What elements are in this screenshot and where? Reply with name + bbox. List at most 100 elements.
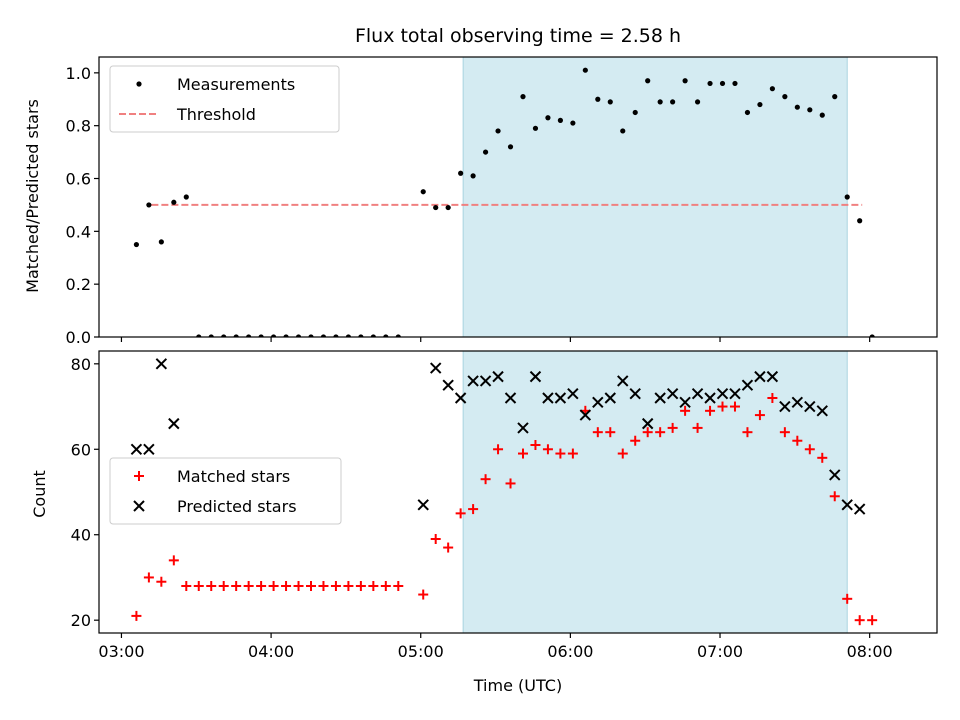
- matched-star-point: [318, 581, 329, 591]
- matched-star-point: [443, 542, 454, 553]
- matched-star-point: [854, 615, 865, 626]
- legend-entry: Matched stars: [134, 467, 290, 486]
- y-tick-label: 1.0: [66, 64, 91, 83]
- observing-window-shade: [462, 351, 848, 633]
- matched-star-point: [418, 589, 429, 600]
- legend-entry: Predicted stars: [133, 497, 297, 516]
- x-tick-label: 06:00: [547, 642, 593, 661]
- matched-star-point: [642, 427, 653, 438]
- matched-star-point: [430, 534, 441, 544]
- measurement-point: [757, 101, 763, 108]
- measurement-point: [732, 80, 738, 87]
- matched-star-point: [293, 581, 304, 591]
- measurement-point: [657, 99, 663, 105]
- predicted-star-point: [729, 388, 741, 400]
- matched-star-point: [256, 581, 267, 591]
- measurement-point: [233, 334, 239, 337]
- measurement-point: [869, 334, 875, 337]
- measurement-point: [819, 112, 825, 118]
- matched-star-point: [555, 448, 566, 459]
- y-tick-label: 0.2: [66, 275, 91, 294]
- predicted-star-point: [429, 362, 442, 374]
- matched-star-point: [742, 427, 753, 438]
- predicted-star-point: [829, 469, 841, 481]
- measurement-point: [707, 80, 713, 87]
- plot-area: [130, 351, 878, 633]
- matched-star-point: [305, 581, 316, 591]
- measurement-point: [595, 96, 601, 102]
- predicted-star-point: [629, 388, 641, 400]
- predicted-star-point: [804, 400, 816, 413]
- measurement-point: [744, 109, 751, 116]
- legend-entry: Measurements: [136, 75, 295, 94]
- measurement-point: [308, 334, 314, 337]
- bottom-panel: 20 40 60 80 03:00 04:00 05:00 06:00 07:00 08:00 Ma…: [71, 350, 938, 661]
- matched-star-point: [692, 422, 703, 433]
- predicted-star-point: [791, 396, 804, 408]
- measurement-point: [520, 94, 526, 100]
- bottom-legend: Matched stars Predicted stars: [109, 457, 342, 525]
- top-panel: 0.0 0.2 0.4 0.6 0.8 1.0 Measurements Threshold: [66, 56, 938, 347]
- matched-star-point: [804, 444, 815, 455]
- matched-star-point: [517, 448, 528, 459]
- axes-frame: [98, 350, 938, 634]
- predicted-star-point: [704, 392, 716, 404]
- measurement-point: [333, 334, 339, 337]
- measurement-point: [557, 117, 563, 123]
- measurement-point: [857, 218, 863, 224]
- matched-star-point: [393, 581, 404, 591]
- predicted-star-point: [741, 379, 754, 391]
- matched-star-point: [156, 576, 167, 587]
- measurement-point: [345, 334, 352, 337]
- matched-star-point: [505, 478, 516, 489]
- measurement-point: [570, 120, 576, 126]
- matched-star-point: [480, 474, 491, 485]
- measurement-point: [620, 128, 626, 134]
- matched-star-point: [605, 427, 616, 438]
- measurement-point: [645, 78, 651, 84]
- matched-star-point: [330, 581, 341, 591]
- matched-star-point: [630, 435, 641, 446]
- observing-window-shade: [462, 57, 848, 337]
- predicted-star-point: [592, 396, 604, 408]
- matched-star-point: [181, 581, 192, 591]
- plot-area: [133, 57, 875, 337]
- measurement-point: [807, 107, 813, 113]
- measurement-point: [158, 239, 164, 245]
- measurement-point: [320, 334, 327, 337]
- y-tick-label: 0.4: [66, 222, 91, 241]
- matched-star-point: [193, 581, 204, 591]
- measurement-point: [844, 194, 850, 200]
- predicted-star-point: [554, 392, 567, 404]
- matched-star-point: [343, 581, 354, 591]
- top-y-axis-label: Matched/Predicted stars: [23, 99, 42, 293]
- legend-box: [109, 457, 342, 525]
- axes-frame: [98, 56, 938, 338]
- matched-star-point: [493, 444, 504, 455]
- matched-star-point: [542, 444, 553, 455]
- matched-star-point: [729, 401, 740, 412]
- matched-star-point: [567, 448, 578, 459]
- predicted-star-point: [529, 370, 542, 383]
- measurement-point: [769, 86, 775, 92]
- matched-star-point: [667, 422, 678, 433]
- measurement-point: [171, 199, 177, 205]
- matched-star-point: [705, 405, 716, 416]
- y-tick-label: 40: [71, 526, 91, 545]
- predicted-star-point: [853, 503, 866, 515]
- measurement-point: [420, 189, 426, 195]
- x-tick-label: 04:00: [248, 642, 294, 661]
- predicted-star-point: [492, 370, 504, 383]
- measurement-point: [832, 94, 838, 100]
- predicted-star-point: [155, 358, 168, 370]
- matched-star-point: [355, 581, 366, 591]
- predicted-star-point: [779, 400, 791, 413]
- predicted-star-point: [604, 392, 616, 404]
- measurement-point: [694, 99, 701, 105]
- measurement-point: [208, 334, 214, 337]
- matched-star-point: [817, 452, 828, 463]
- predicted-star-point: [479, 375, 492, 387]
- matched-star-point: [530, 440, 541, 450]
- x-tick-label: 05:00: [398, 642, 444, 661]
